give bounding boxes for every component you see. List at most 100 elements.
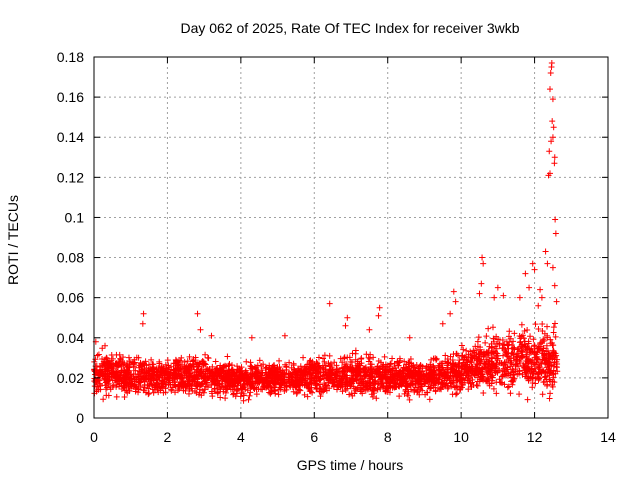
- data-point: [546, 86, 553, 93]
- y-tick-label: 0.14: [57, 129, 84, 145]
- data-point: [257, 386, 264, 393]
- data-point: [268, 374, 275, 381]
- data-point: [245, 396, 252, 403]
- data-point: [236, 370, 243, 377]
- data-point: [546, 376, 553, 383]
- data-point: [547, 336, 554, 343]
- data-point: [539, 350, 546, 357]
- plot-frame: [93, 56, 609, 419]
- data-point: [258, 362, 265, 369]
- data-point: [389, 355, 396, 362]
- data-point: [325, 375, 332, 382]
- data-point: [317, 393, 324, 400]
- data-point: [181, 365, 188, 372]
- y-tick-label: 0.06: [57, 290, 84, 306]
- data-point: [533, 355, 540, 362]
- data-point: [387, 371, 394, 378]
- data-point: [543, 364, 550, 371]
- data-point: [360, 378, 367, 385]
- data-point: [251, 385, 258, 392]
- data-point: [317, 381, 324, 388]
- data-point: [170, 366, 177, 373]
- data-point: [153, 365, 160, 372]
- data-point: [352, 347, 359, 354]
- data-point: [118, 363, 125, 370]
- data-point: [504, 341, 511, 348]
- data-point: [458, 363, 465, 370]
- data-point: [315, 354, 322, 361]
- data-point: [248, 370, 255, 377]
- data-point: [108, 352, 115, 359]
- data-point: [297, 376, 304, 383]
- data-point: [287, 371, 294, 378]
- data-point: [436, 372, 443, 379]
- data-point: [477, 344, 484, 351]
- data-point: [432, 387, 439, 394]
- data-point: [202, 380, 209, 387]
- data-point: [405, 372, 412, 379]
- data-point: [217, 394, 224, 401]
- data-point: [278, 382, 285, 389]
- data-point: [310, 362, 317, 369]
- data-point: [400, 370, 407, 377]
- data-point: [478, 280, 485, 287]
- data-point: [430, 362, 437, 369]
- data-point: [347, 358, 354, 365]
- data-point: [481, 351, 488, 358]
- data-point: [461, 354, 468, 361]
- data-point: [212, 367, 219, 374]
- data-point: [465, 366, 472, 373]
- data-point: [524, 368, 531, 375]
- data-point: [483, 333, 490, 340]
- data-point: [484, 378, 491, 385]
- data-point: [172, 389, 179, 396]
- data-point: [553, 298, 560, 305]
- data-point: [154, 384, 161, 391]
- data-point: [106, 367, 113, 374]
- data-point: [107, 384, 114, 391]
- data-point: [276, 363, 283, 370]
- y-tick-label: 0.08: [57, 250, 84, 266]
- data-point: [531, 343, 538, 350]
- data-point: [551, 160, 558, 167]
- data-point: [516, 391, 523, 398]
- data-point: [452, 298, 459, 305]
- data-point: [508, 378, 515, 385]
- data-point: [377, 385, 384, 392]
- data-point: [516, 294, 523, 301]
- data-point: [504, 350, 511, 357]
- data-point: [372, 368, 379, 375]
- data-point: [278, 372, 285, 379]
- data-point: [185, 363, 192, 370]
- data-point: [474, 382, 481, 389]
- data-point: [546, 395, 553, 402]
- data-point: [321, 358, 328, 365]
- data-point: [551, 320, 558, 327]
- data-point: [285, 374, 292, 381]
- data-point: [430, 367, 437, 374]
- data-point: [488, 350, 495, 357]
- data-point: [510, 371, 517, 378]
- data-point: [356, 372, 363, 379]
- data-point: [265, 371, 272, 378]
- data-point: [271, 387, 278, 394]
- data-point: [350, 375, 357, 382]
- data-point: [151, 382, 158, 389]
- data-point: [534, 373, 541, 380]
- data-point: [339, 359, 346, 366]
- data-point: [185, 376, 192, 383]
- data-point: [222, 389, 229, 396]
- x-tick-label: 8: [384, 429, 392, 445]
- data-point: [538, 368, 545, 375]
- data-point: [464, 357, 471, 364]
- data-point: [450, 360, 457, 367]
- data-point: [494, 284, 501, 291]
- data-point: [488, 358, 495, 365]
- data-point: [551, 282, 558, 289]
- data-point: [218, 383, 225, 390]
- data-point: [375, 373, 382, 380]
- data-point: [95, 351, 102, 358]
- data-point: [370, 387, 377, 394]
- data-point: [548, 138, 555, 145]
